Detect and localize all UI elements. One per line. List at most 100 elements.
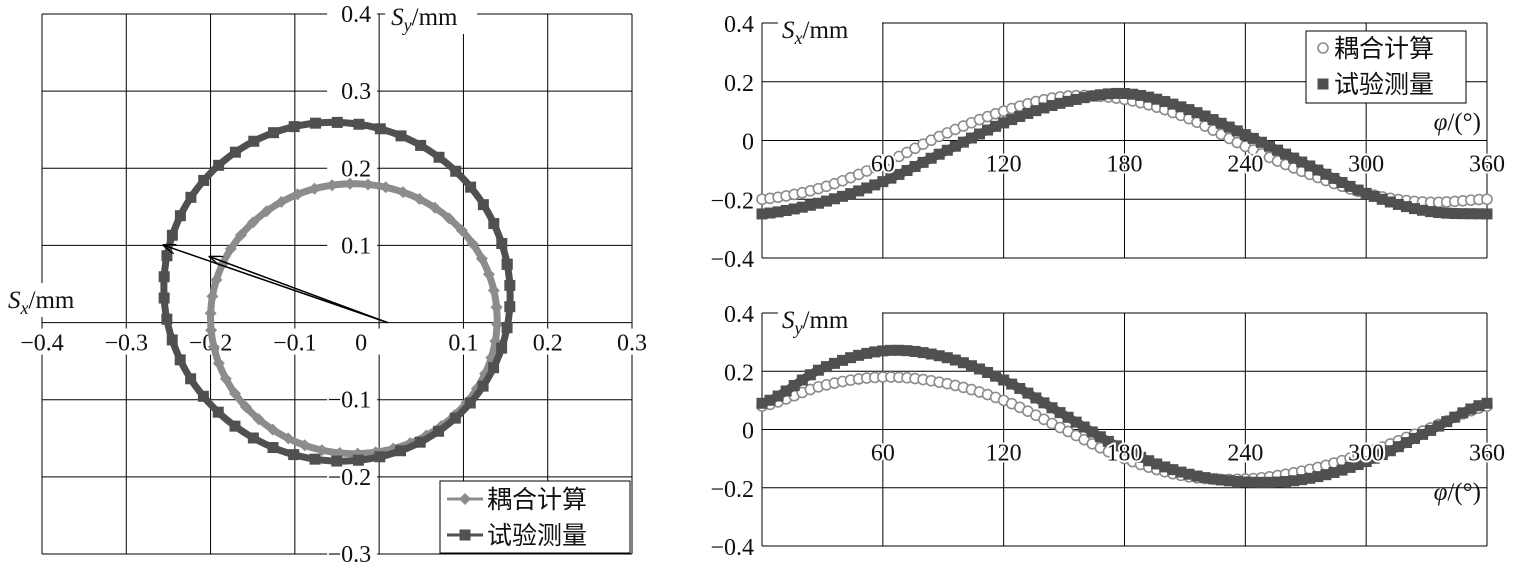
- data-point: [772, 206, 784, 218]
- data-point: [957, 136, 969, 148]
- data-point: [1457, 208, 1469, 220]
- data-point: [1296, 474, 1308, 486]
- data-point: [1183, 468, 1195, 480]
- data-point: [1022, 107, 1034, 119]
- sy-vs-angle-chart: 0.4 0.2 0 −0.2 −0.4 60 120 180 240 300 360 Sy/mm φ/(…: [710, 301, 1507, 561]
- data-point: [1199, 110, 1211, 122]
- data-point: [166, 334, 178, 346]
- data-point: [845, 188, 857, 200]
- y-tick-label: 0.4: [341, 2, 371, 28]
- axis-label-bg: [778, 11, 882, 43]
- data-point: [1199, 472, 1211, 484]
- data-point: [1473, 208, 1485, 220]
- data-point: [812, 197, 824, 209]
- data-point: [158, 292, 170, 304]
- x-tick-label: 0.2: [533, 331, 563, 357]
- data-point: [1102, 88, 1114, 100]
- data-point: [1433, 207, 1445, 219]
- data-point: [352, 454, 364, 466]
- y-tick-label: 0: [742, 419, 754, 445]
- data-point: [1239, 129, 1251, 141]
- data-point: [990, 370, 1002, 382]
- y-axis-label: Sy/mm: [391, 4, 458, 35]
- legend-marker: [459, 529, 471, 541]
- data-point: [1457, 407, 1469, 419]
- data-point: [374, 451, 386, 463]
- data-point: [315, 444, 328, 457]
- data-point: [1449, 411, 1461, 423]
- data-point: [756, 397, 768, 409]
- axis-label-bg: [778, 301, 882, 333]
- data-point: [1441, 207, 1453, 219]
- data-point: [185, 191, 197, 203]
- data-point: [1078, 421, 1090, 433]
- data-point: [455, 224, 468, 237]
- data-point: [837, 190, 849, 202]
- data-point: [877, 345, 889, 357]
- data-point: [1481, 397, 1493, 409]
- data-point: [1328, 172, 1340, 184]
- data-point: [901, 165, 913, 177]
- data-point: [1400, 201, 1412, 213]
- data-point: [174, 354, 186, 366]
- data-point: [1231, 125, 1243, 137]
- data-point: [998, 117, 1010, 129]
- data-point: [1255, 136, 1267, 148]
- y-tick-label: −0.2: [328, 465, 372, 491]
- data-point: [982, 124, 994, 136]
- data-point: [780, 205, 792, 217]
- data-point: [1264, 140, 1275, 152]
- data-point: [1384, 445, 1396, 457]
- data-point: [909, 160, 921, 172]
- data-point: [1159, 461, 1171, 473]
- data-point: [266, 423, 279, 436]
- data-point: [941, 144, 953, 156]
- data-point: [917, 156, 929, 168]
- data-point: [804, 199, 816, 211]
- data-point: [1247, 132, 1259, 144]
- data-point: [1014, 382, 1026, 394]
- data-point: [361, 178, 374, 191]
- data-point: [260, 205, 273, 218]
- data-point: [466, 237, 479, 250]
- axis-label-bg: [385, 0, 478, 34]
- x-tick-label: 0: [355, 331, 367, 357]
- data-point: [796, 201, 808, 213]
- data-point: [395, 130, 407, 142]
- legend-marker: [1317, 78, 1329, 90]
- data-point: [861, 182, 873, 194]
- data-point: [1320, 168, 1332, 180]
- data-point: [925, 152, 937, 164]
- data-point: [901, 345, 913, 357]
- data-point: [1006, 114, 1018, 126]
- data-point: [477, 380, 489, 392]
- data-point: [1038, 102, 1050, 114]
- tick-label-bg: [327, 155, 378, 182]
- data-point: [229, 146, 241, 158]
- data-point: [213, 159, 225, 171]
- data-point: [229, 420, 241, 432]
- data-point: [309, 453, 321, 465]
- data-point: [1159, 96, 1171, 108]
- data-point: [504, 279, 516, 291]
- data-point: [1078, 92, 1090, 104]
- tick-label-bg: [98, 328, 155, 355]
- sx-vs-angle-chart: 0.4 0.2 0 −0.2 −0.4 60 120 180 240 300 360 Sx/mm φ/(…: [710, 11, 1507, 273]
- data-point: [804, 369, 816, 381]
- data-point: [965, 132, 977, 144]
- x-tick-label: 180: [1107, 441, 1143, 467]
- data-point: [210, 273, 223, 286]
- data-point: [1167, 464, 1179, 476]
- y-tick-label: −0.4: [710, 247, 754, 273]
- data-point: [1272, 476, 1284, 488]
- data-point: [310, 117, 322, 129]
- data-point: [475, 252, 488, 265]
- data-point: [414, 436, 426, 448]
- data-point: [1030, 392, 1042, 404]
- data-point: [477, 199, 489, 211]
- data-point: [820, 361, 832, 373]
- data-point: [1175, 101, 1187, 113]
- x-tick-label: 240: [1227, 152, 1263, 178]
- tick-label-bg: [327, 386, 378, 413]
